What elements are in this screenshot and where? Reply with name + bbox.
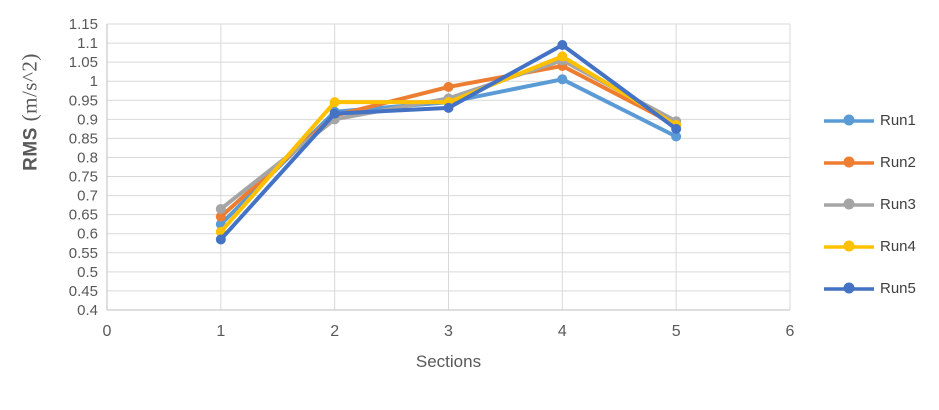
legend-item-run5: Run5 [824,273,916,303]
series-marker-run4 [329,97,340,108]
x-tick-label: 3 [444,323,453,340]
legend-label: Run2 [880,153,916,171]
y-tick-label: 1.15 [69,16,98,33]
series-marker-run3 [215,203,226,214]
legend-marker-icon [824,282,874,294]
legend: Run1 Run2 Run3 Run4 Run5 [824,105,916,303]
y-tick-label: 1.05 [69,54,98,71]
y-tick-label: 1.1 [77,35,98,52]
legend-item-run2: Run2 [824,147,916,177]
y-tick-label: 0.9 [77,111,98,128]
series-marker-run5 [329,108,340,119]
x-tick-label: 6 [786,323,795,340]
y-tick-label: 0.4 [77,302,98,319]
y-tick-label: 0.55 [69,245,98,262]
legend-item-run4: Run4 [824,231,916,261]
x-axis-title: Sections [415,352,482,371]
series-marker-run5 [215,234,226,245]
legend-marker-icon [824,198,874,210]
series-marker-run5 [671,123,682,134]
legend-marker-icon [824,240,874,252]
legend-label: Run1 [880,111,916,129]
legend-item-run3: Run3 [824,189,916,219]
legend-label: Run3 [880,195,916,213]
series-marker-run2 [443,81,454,92]
y-tick-label: 1 [90,73,98,90]
x-tick-label: 2 [330,323,339,340]
y-tick-label: 0.45 [69,283,98,300]
y-tick-label: 0.6 [77,226,98,243]
series-marker-run5 [443,102,454,113]
x-tick-label: 0 [103,323,112,340]
y-tick-label: 0.95 [69,92,98,109]
y-tick-label: 0.7 [77,188,98,205]
series-marker-run4 [557,51,568,62]
y-axis-title-prefix: RMS [20,127,42,171]
legend-label: Run4 [880,237,916,255]
x-tick-label: 1 [216,323,225,340]
series-marker-run1 [557,74,568,85]
legend-marker-icon [824,114,874,126]
legend-marker-icon [824,156,874,168]
legend-label: Run5 [880,279,916,297]
x-tick-label: 5 [672,323,681,340]
series-marker-run1 [671,131,682,142]
y-axis-title: RMS (m/s^2) [18,53,43,171]
y-tick-label: 0.65 [69,207,98,224]
y-tick-label: 0.85 [69,130,98,147]
y-tick-label: 0.5 [77,264,98,281]
y-tick-label: 0.75 [69,169,98,186]
series-marker-run2 [215,211,226,222]
series-marker-run5 [557,39,568,50]
x-tick-label: 4 [558,323,567,340]
legend-item-run1: Run1 [824,105,916,135]
y-tick-label: 0.8 [77,149,98,166]
y-axis-title-units: (m/s^2) [17,53,42,128]
